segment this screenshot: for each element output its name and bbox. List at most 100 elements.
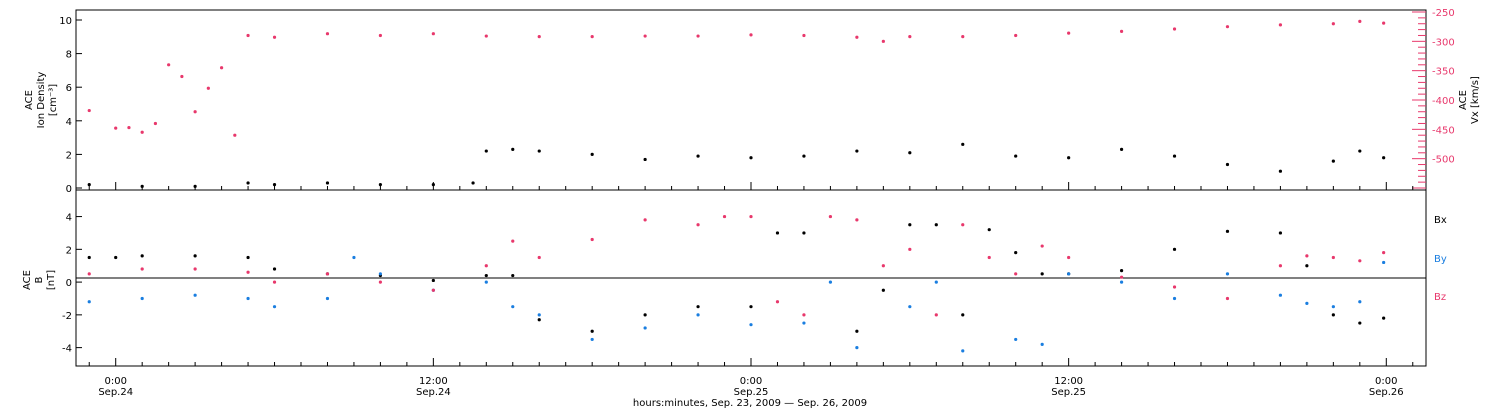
data-point [749,33,753,37]
velocity-tick-label: -500 [1432,155,1455,166]
data-point [1225,296,1230,301]
data-point [537,313,541,317]
data-point [537,35,541,39]
data-point [193,254,197,258]
data-point [193,267,197,271]
data-point [590,337,594,342]
data-point [643,157,647,162]
data-point [272,35,277,39]
velocity-label-ace: ACE [1458,90,1469,110]
x-tick-time: 0:00 [104,376,126,387]
data-point [1119,29,1124,33]
data-point [802,33,806,38]
data-point [1358,149,1362,153]
data-point [802,154,806,158]
density-label-unit: [cm⁻³] [48,84,59,116]
data-point [802,313,806,317]
top-panel-frame [75,9,1427,191]
data-point [1331,313,1335,317]
data-point [961,313,965,317]
data-point [1067,156,1071,160]
data-point [352,255,356,260]
data-point [1278,231,1283,235]
data-point [696,223,700,227]
data-point [802,231,806,235]
data-point [140,296,144,301]
data-point [802,321,806,325]
data-point [1172,296,1177,301]
data-point [246,33,250,38]
data-point [855,35,859,39]
data-point [908,247,912,251]
data-point [881,264,885,268]
data-point [1278,293,1283,297]
data-point [484,34,488,38]
x-tick-time: 12:00 [419,376,448,387]
data-point [1382,156,1386,160]
velocity-tick-label: -450 [1432,125,1455,136]
field-axis-ticks: 4 2 0 -2 -4 [62,213,82,355]
data-point [1278,23,1283,27]
data-point [219,66,224,70]
data-point [1014,272,1018,276]
data-point [537,149,541,153]
legend-bz: Bz [1434,292,1446,303]
data-point [643,326,647,330]
data-point [140,267,144,271]
data-point [378,272,383,276]
data-point [987,255,991,260]
data-point [1331,159,1335,163]
data-point [325,272,330,276]
data-point [775,231,780,235]
data-point [537,318,541,322]
data-point [855,346,859,350]
data-point [272,280,277,284]
density-tick-label: 4 [66,117,72,128]
data-point [431,183,435,187]
data-point [1172,154,1177,158]
field-tick-label: -2 [62,311,72,322]
data-point [87,183,91,187]
data-point [1382,21,1386,25]
data-point [590,152,594,156]
data-point [153,121,158,126]
data-point [1014,251,1018,255]
velocity-axis-ticks: -250 -300 -350 -400 -450 -500 [1412,8,1455,189]
data-point [511,305,515,309]
data-point [934,313,938,317]
field-tick-label: 2 [66,245,72,256]
density-axis-ticks: 0 2 4 6 8 10 [59,16,82,195]
data-point [537,255,541,260]
data-point [87,108,91,113]
data-point [828,280,833,284]
data-point [1067,31,1071,35]
field-label-ace: ACE [22,270,33,290]
data-point [87,255,91,260]
data-point [140,254,144,258]
data-point [246,181,250,185]
data-point [378,280,383,284]
x-tick-date: Sep.25 [1051,387,1086,398]
data-point [722,214,727,219]
data-point [87,272,91,276]
data-point [908,305,912,309]
data-point [696,313,700,317]
data-point [1040,272,1044,276]
data-point [590,35,594,39]
x-tick-date: Sep.24 [416,387,451,398]
data-point [431,288,435,292]
data-point [193,184,197,188]
data-point [934,223,938,227]
velocity-tick-label: -350 [1432,67,1455,78]
density-tick-label: 10 [59,16,72,27]
data-point [1040,244,1044,248]
x-tick-date: Sep.26 [1369,387,1404,398]
data-point [749,323,753,327]
data-point [696,305,700,309]
velocity-tick-label: -250 [1432,8,1455,19]
data-point [855,329,859,333]
data-point [749,305,753,309]
data-point [511,273,515,278]
field-tick-label: -4 [62,344,72,355]
